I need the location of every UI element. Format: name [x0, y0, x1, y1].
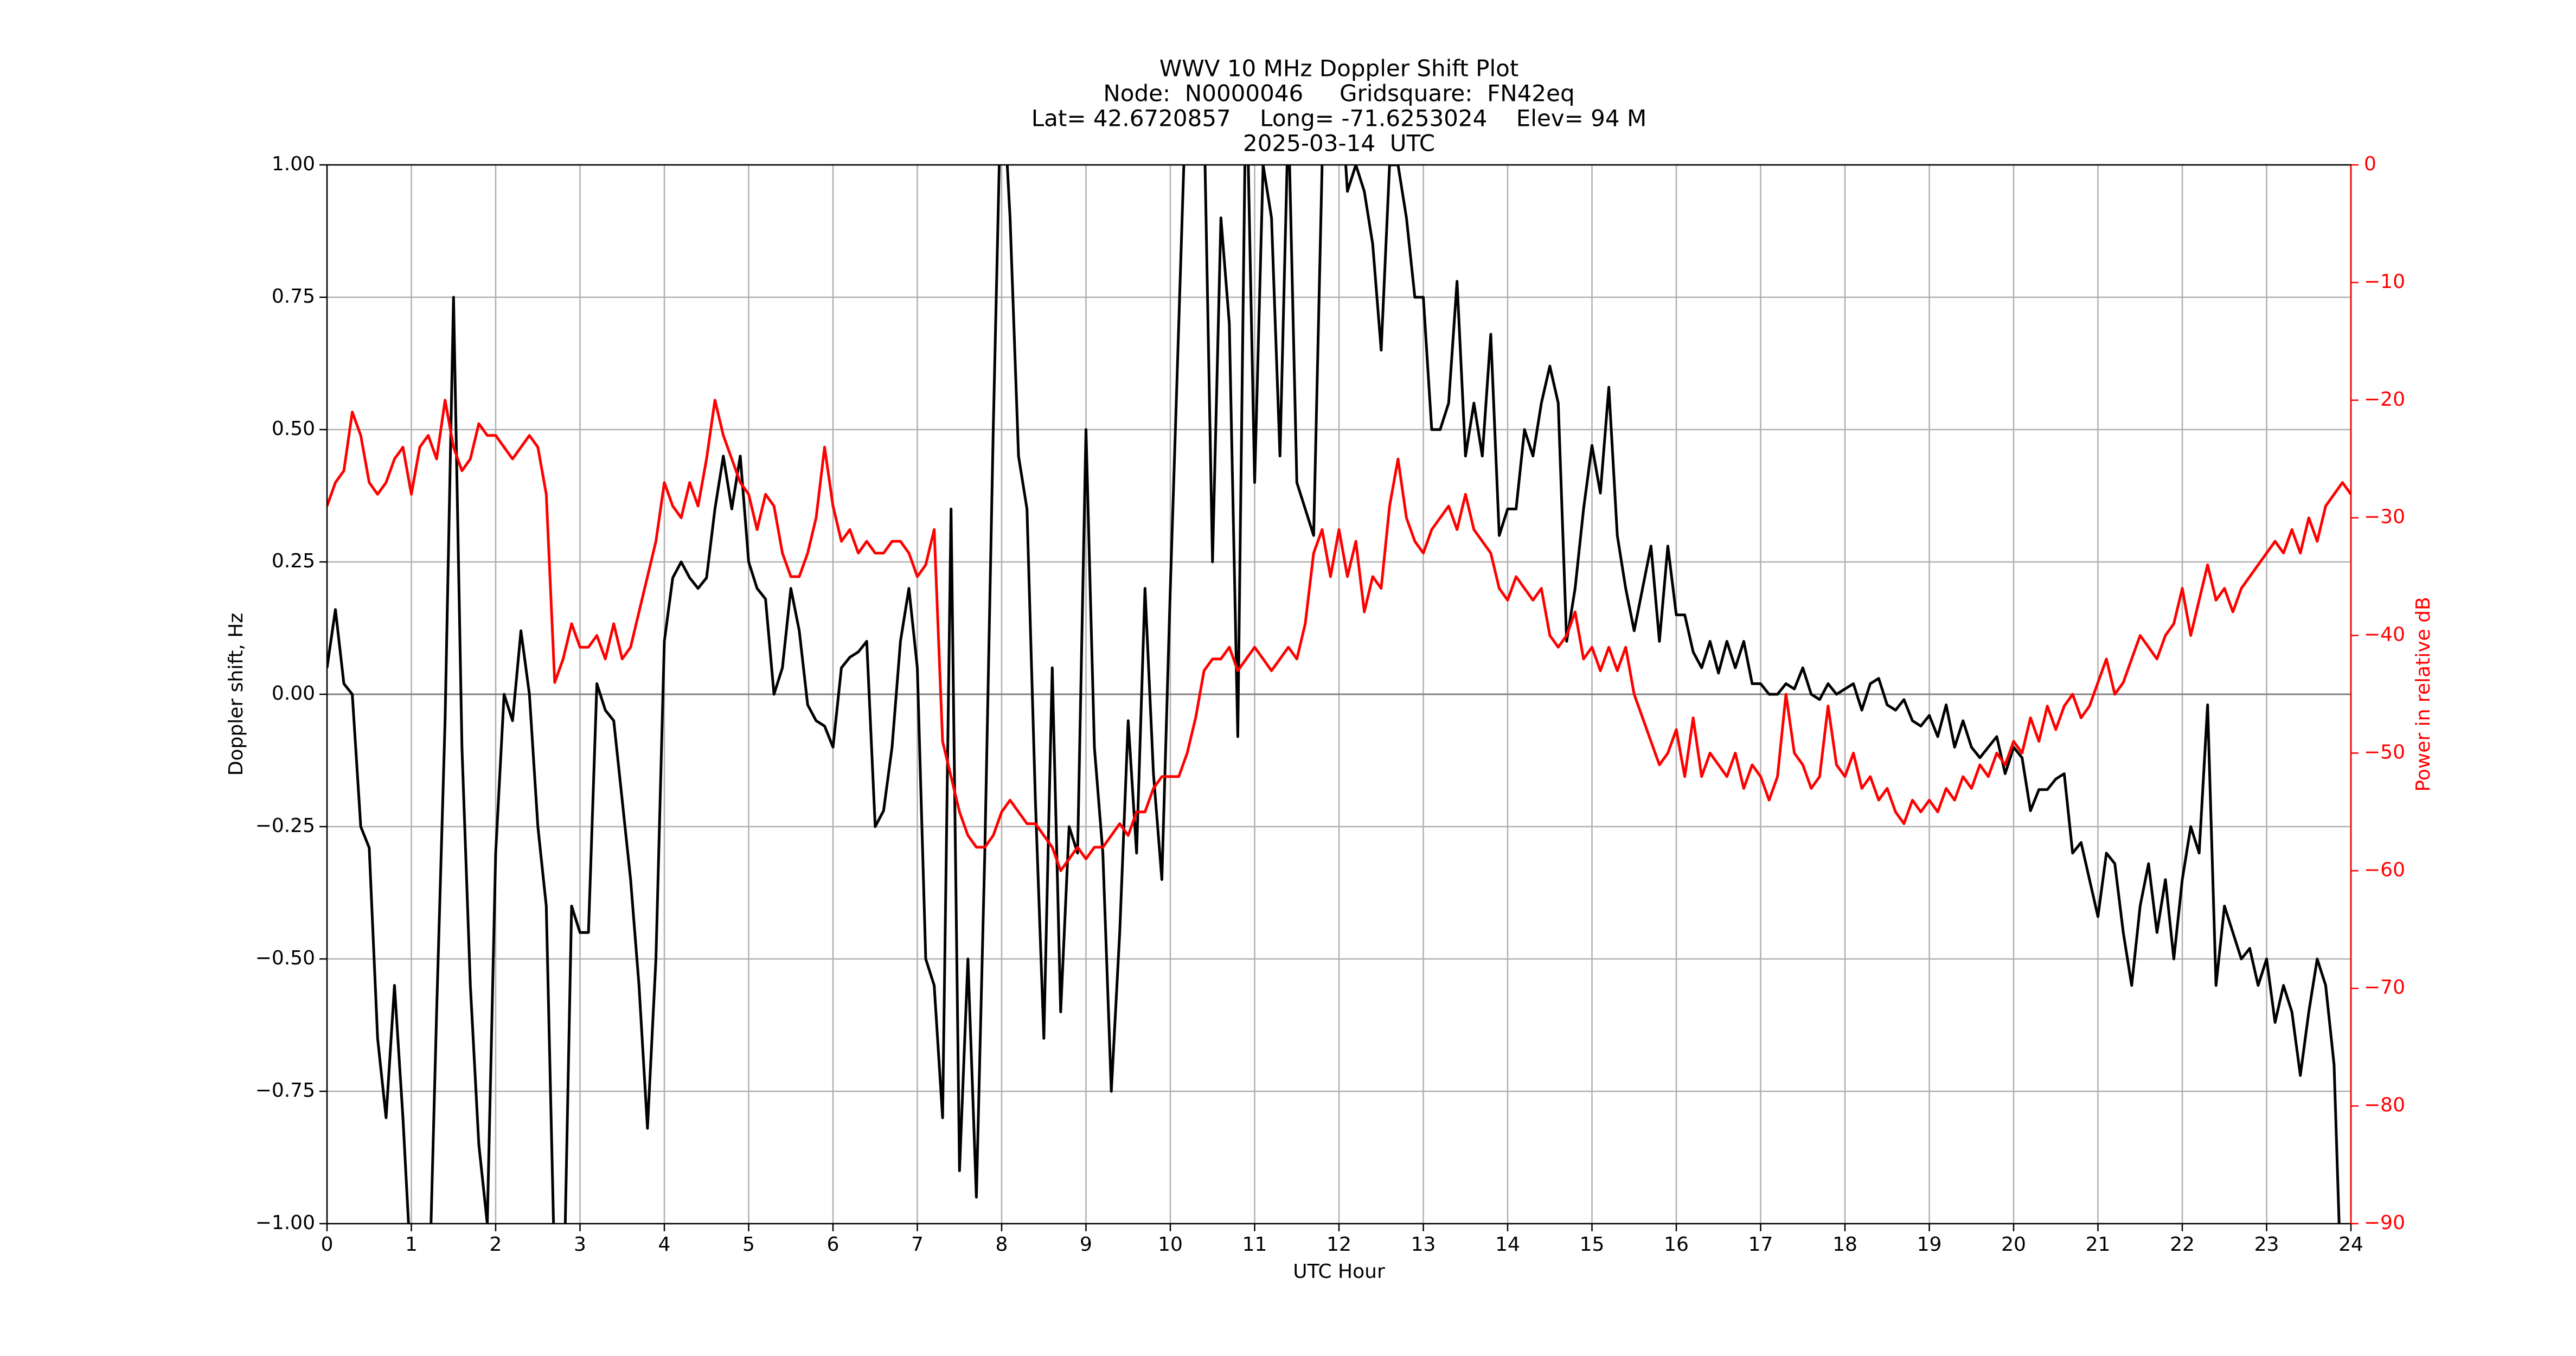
- y2-tick-label: −60: [2364, 859, 2405, 881]
- y2-tick-label: 0: [2364, 153, 2376, 175]
- x-tick-label: 8: [996, 1233, 1008, 1256]
- y-tick-label: 0.50: [272, 418, 315, 440]
- x-tick-label: 2: [490, 1233, 502, 1256]
- data-line: [327, 165, 2341, 1224]
- y-tick-label: −0.75: [255, 1079, 315, 1102]
- x-tick-label: 4: [658, 1233, 671, 1256]
- plot-area: [327, 165, 2351, 1224]
- x-tick-label: 12: [1327, 1233, 1351, 1256]
- x-tick-label: 3: [574, 1233, 586, 1256]
- y2-tick-label: −40: [2364, 624, 2405, 646]
- y2-tick-label: −30: [2364, 506, 2405, 528]
- x-tick-label: 21: [2086, 1233, 2111, 1256]
- y-tick-label: 0.75: [272, 285, 315, 308]
- y2-tick-label: −20: [2364, 388, 2405, 411]
- x-axis-label: UTC Hour: [1293, 1261, 1385, 1283]
- y-tick-label: 0.00: [272, 682, 315, 705]
- data-line: [327, 399, 2351, 872]
- x-tick-label: 15: [1580, 1233, 1605, 1256]
- chart-subtitle: 2025-03-14 UTC: [1243, 130, 1435, 157]
- chart-subtitle: Lat= 42.6720857 Long= -71.6253024 Elev= …: [1031, 105, 1646, 132]
- x-tick-label: 22: [2170, 1233, 2195, 1256]
- x-tick-label: 5: [742, 1233, 755, 1256]
- x-tick-label: 6: [827, 1233, 840, 1256]
- x-tick-label: 13: [1411, 1233, 1436, 1256]
- x-tick-label: 20: [2001, 1233, 2026, 1256]
- x-tick-label: 16: [1664, 1233, 1689, 1256]
- y-tick-label: −0.25: [255, 815, 315, 837]
- chart-subtitle: Node: N0000046 Gridsquare: FN42eq: [1103, 80, 1574, 107]
- x-tick-label: 10: [1158, 1233, 1183, 1256]
- y2-axis-label: Power in relative dB: [2412, 597, 2434, 791]
- x-tick-label: 0: [321, 1233, 334, 1256]
- x-tick-label: 19: [1917, 1233, 1942, 1256]
- x-tick-label: 9: [1080, 1233, 1092, 1256]
- y-tick-label: −0.50: [255, 947, 315, 969]
- y2-tick-label: −70: [2364, 976, 2405, 999]
- x-tick-label: 18: [1832, 1233, 1857, 1256]
- y2-tick-label: −80: [2364, 1094, 2405, 1116]
- x-tick-label: 23: [2254, 1233, 2279, 1256]
- x-tick-label: 14: [1495, 1233, 1520, 1256]
- y2-tick-label: −90: [2364, 1212, 2405, 1234]
- y-tick-label: −1.00: [255, 1212, 315, 1234]
- x-tick-label: 17: [1748, 1233, 1773, 1256]
- y-tick-label: 0.25: [272, 550, 315, 572]
- y-tick-label: 1.00: [272, 153, 315, 175]
- y2-tick-label: −50: [2364, 741, 2405, 763]
- chart-title: WWV 10 MHz Doppler Shift Plot: [1159, 55, 1519, 82]
- x-tick-label: 1: [405, 1233, 418, 1256]
- axes: 0 1 2 3 4 5 6 7 8 9 10 11 12 13 14 15 16 17 18 19 20 21 22 23 24…: [255, 153, 2405, 1256]
- y2-tick-label: −10: [2364, 271, 2405, 293]
- x-tick-label: 11: [1242, 1233, 1267, 1256]
- x-tick-label: 7: [911, 1233, 924, 1256]
- y-axis-label: Doppler shift, Hz: [225, 613, 247, 776]
- x-tick-label: 24: [2338, 1233, 2363, 1256]
